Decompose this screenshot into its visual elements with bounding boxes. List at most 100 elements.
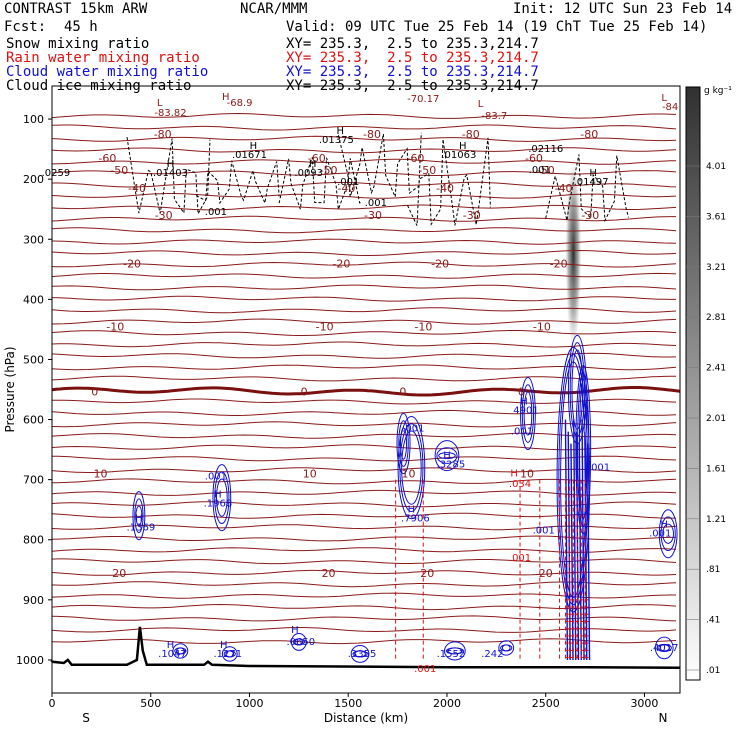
temperature-contour-label: -20 (332, 257, 350, 270)
cloud-water-contour (294, 638, 304, 646)
field-name-snow: Snow mixing ratio (6, 36, 150, 52)
south-label: S (82, 711, 90, 725)
y-tick-label: 900 (23, 594, 44, 607)
contour-extremum-label: .001 (414, 664, 436, 675)
contour-extremum-label: .001 (588, 463, 610, 474)
temperature-isotherm (51, 227, 677, 234)
snow-ice-contour (337, 132, 422, 198)
colorbar-tick-label: 3.21 (706, 263, 726, 273)
temperature-isotherm (51, 215, 676, 222)
contour-extremum-label: .01671 (232, 150, 267, 161)
cloud-water-contour (436, 447, 458, 464)
cloud-water-contour (134, 498, 144, 534)
colorbar-tick-label: 2.01 (706, 414, 726, 424)
temperature-contour-label: -80 (154, 128, 172, 141)
cloud-water-contour (521, 384, 535, 443)
temperature-isotherm (51, 170, 677, 176)
cloud-water-contour (658, 509, 678, 559)
contour-extremum-label: .001 (337, 177, 359, 188)
contour-extremum-label: H (589, 168, 597, 179)
contour-extremum-label: L (661, 93, 667, 104)
contour-extremum-label: .7906 (401, 514, 430, 525)
temperature-isotherm (51, 124, 677, 131)
temperature-isotherm (51, 615, 677, 622)
contour-extremum-label: .001 (205, 207, 227, 218)
cloud-water-contour (354, 650, 366, 658)
contour-extremum-label: -83.82 (154, 108, 186, 119)
contour-extremum-label: H (291, 625, 299, 636)
cloud-water-contour (498, 640, 515, 656)
temperature-isotherm (51, 284, 677, 291)
temperature-contour-label: 10 (93, 468, 107, 481)
cloud-water-contour (447, 647, 463, 655)
temperature-contour-label: -10 (533, 320, 551, 333)
cloud-water-contour (401, 430, 422, 505)
cloud-water-contour (523, 391, 533, 436)
cloud-water-contour (221, 646, 238, 662)
temperature-contour-label: -50 (320, 164, 338, 177)
snow-ice-contour (195, 160, 280, 205)
temperature-contour-label: -40 (128, 182, 146, 195)
temperature-isotherm (51, 295, 676, 302)
cloud-water-contour (556, 346, 591, 613)
temperature-isotherm (51, 147, 677, 154)
terrain-line (50, 626, 681, 670)
temperature-contour-label: 0 (91, 385, 98, 398)
temperature-contour-label: 20 (539, 567, 553, 580)
cloud-water-contour (212, 464, 232, 532)
cloud-water-contour (398, 420, 409, 467)
colorbar-tick-label: 2.41 (706, 364, 726, 374)
contour-extremum-label: -70.17 (407, 94, 439, 105)
contour-extremum-label: H (222, 92, 230, 103)
colorbar-tick-label: .41 (706, 616, 720, 626)
colorbar-tick-label: .01 (706, 666, 720, 676)
x-tick-label: 0 (49, 697, 56, 710)
temperature-contour-label: 20 (420, 567, 434, 580)
temperature-isotherm (51, 455, 677, 462)
temperature-contour-label: -20 (431, 257, 449, 270)
contour-extremum-label: .001 (365, 198, 387, 209)
cloud-water-contour (654, 636, 674, 660)
temperature-contour-label: -60 (98, 152, 116, 165)
model-name: CONTRAST 15km ARW (4, 1, 148, 17)
x-tick-label: 1500 (334, 697, 362, 710)
y-axis-label: Pressure (hPa) (3, 346, 17, 432)
temperature-contour-label: -50 (110, 164, 128, 177)
x-axis-label: Distance (km) (324, 711, 408, 725)
cloud-water-contour (662, 523, 674, 544)
contour-extremum-label: .3285 (437, 460, 466, 471)
contour-extremum-label: .001 (511, 427, 533, 438)
contour-extremum-label: .001 (533, 526, 555, 537)
cloud-water-core-contour (573, 419, 577, 660)
temperature-isotherm (51, 261, 677, 268)
contour-extremum-label: .1369 (127, 523, 156, 534)
temperature-isotherm (52, 181, 677, 188)
temperature-contour-label: 0 (399, 385, 406, 398)
x-tick-label: 3000 (630, 697, 658, 710)
contour-extremum-label: .001 (649, 529, 671, 540)
cloud-water-contour (135, 505, 143, 526)
temperature-isotherm (51, 272, 677, 279)
cloud-water-contour (660, 516, 676, 552)
temperature-contour-label: -20 (123, 257, 141, 270)
contour-extremum-label: .01063 (441, 150, 476, 161)
cloud-water-contour (397, 416, 426, 520)
contour-extremum-label: .001 (402, 424, 424, 435)
contour-extremum-label: L (157, 98, 163, 109)
contour-extremum-label: -83.7 (481, 111, 507, 122)
temperature-isotherm (51, 444, 677, 451)
temperature-contour-label: -50 (418, 164, 436, 177)
temperature-isotherm (51, 249, 677, 256)
field-xy-rain: XY= 235.3, 2.5 to 235.3,214.7 (286, 50, 539, 66)
y-tick-label: 400 (23, 293, 44, 306)
temperature-contour-label: -40 (436, 182, 454, 195)
contour-extremum-label: H (135, 514, 143, 525)
contour-extremum-label: .02116 (528, 144, 563, 155)
contour-extremum-label: .0650 (287, 637, 316, 648)
temperature-contour-label: 10 (520, 468, 534, 481)
field-name-rain: Rain water mixing ratio (6, 50, 200, 66)
temperature-isotherm (51, 364, 677, 371)
cloud-water-contour (225, 650, 235, 658)
contour-extremum-label: .01375 (319, 135, 354, 146)
cloud-water-contour (350, 645, 370, 663)
